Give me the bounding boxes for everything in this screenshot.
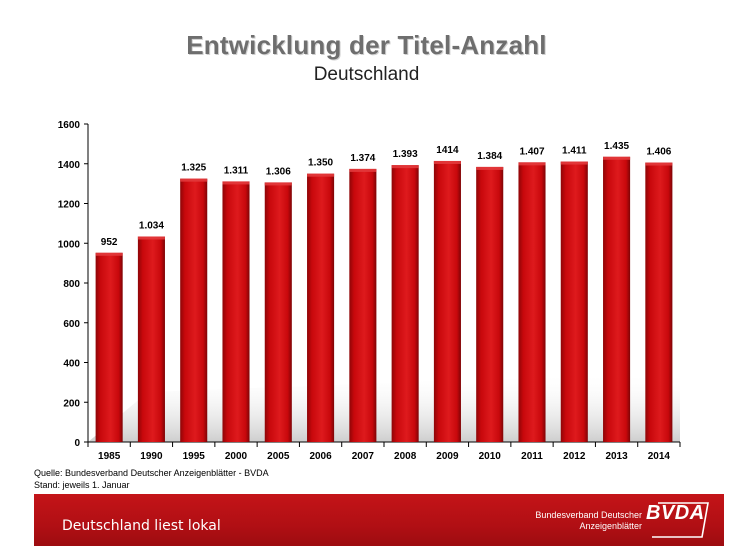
bar-top-highlight <box>307 173 335 177</box>
bar-top-highlight <box>391 165 419 169</box>
x-tick-label: 2009 <box>436 451 459 462</box>
data-label: 1.384 <box>477 151 502 162</box>
bar <box>95 252 123 442</box>
x-tick-label: 1990 <box>140 451 163 462</box>
logo-frame-icon <box>652 502 709 538</box>
data-label: 1.435 <box>604 141 629 152</box>
bar-top-highlight <box>476 166 504 170</box>
x-tick-label: 2000 <box>225 451 248 462</box>
bar-top-highlight <box>222 181 250 185</box>
x-tick-label: 2005 <box>267 451 290 462</box>
y-tick-label: 600 <box>63 319 80 330</box>
bar-top-highlight <box>645 162 673 166</box>
bvda-logo[interactable]: BVDA <box>644 500 710 540</box>
source-line: Quelle: Bundesverband Deutscher Anzeigen… <box>34 468 269 478</box>
data-label: 1414 <box>436 145 459 156</box>
bar <box>433 160 461 442</box>
organization-line-1: Bundesverband Deutscher <box>535 510 642 520</box>
y-tick-label: 400 <box>63 359 80 370</box>
data-label: 952 <box>101 237 118 248</box>
x-tick-label: 2011 <box>521 451 543 462</box>
data-label: 1.411 <box>562 146 587 157</box>
bar <box>645 162 673 442</box>
organization-name: Bundesverband Deutscher Anzeigenblätter <box>492 510 642 532</box>
bar-top-highlight <box>180 178 208 182</box>
x-tick-label: 2013 <box>605 451 628 462</box>
x-tick-label: 2006 <box>309 451 332 462</box>
footer-slogan: Deutschland liest lokal <box>62 518 221 534</box>
y-tick-label: 1000 <box>58 239 81 250</box>
chart-title: Entwicklung der Titel-Anzahl <box>186 30 547 60</box>
data-label: 1.407 <box>519 146 544 157</box>
y-tick-label: 200 <box>63 398 80 409</box>
logo-text: BVDA <box>646 502 705 524</box>
bar <box>391 165 419 443</box>
bar <box>137 236 165 442</box>
x-tick-label: 1995 <box>183 451 206 462</box>
x-tick-label: 2012 <box>563 451 586 462</box>
bar-top-highlight <box>560 161 588 165</box>
y-tick-label: 0 <box>74 438 80 449</box>
y-tick-label: 800 <box>63 279 80 290</box>
data-label: 1.306 <box>266 166 291 177</box>
bar-top-highlight <box>518 162 546 166</box>
data-label: 1.393 <box>393 149 418 160</box>
x-tick-label: 2010 <box>479 451 502 462</box>
x-tick-label: 2007 <box>352 451 375 462</box>
bar-top-highlight <box>95 252 123 256</box>
y-tick-label: 1400 <box>58 160 81 171</box>
bar <box>349 168 377 443</box>
y-tick-label: 1200 <box>58 200 81 211</box>
bar <box>307 173 335 442</box>
bar <box>222 181 250 442</box>
data-label: 1.034 <box>139 220 164 231</box>
organization-line-2: Anzeigenblätter <box>579 521 642 531</box>
bar <box>603 156 631 442</box>
data-label: 1.325 <box>181 163 206 174</box>
x-tick-label: 2014 <box>648 451 671 462</box>
bar-top-highlight <box>433 160 461 164</box>
x-tick-label: 2008 <box>394 451 417 462</box>
data-label: 1.350 <box>308 158 333 169</box>
source-note: Quelle: Bundesverband Deutscher Anzeigen… <box>34 467 269 491</box>
date-note-line: Stand: jeweils 1. Januar <box>34 480 130 490</box>
bar <box>518 162 546 442</box>
bar <box>560 161 588 442</box>
bar-top-highlight <box>137 236 165 240</box>
bar <box>476 166 504 442</box>
floor-shadow <box>88 372 680 442</box>
x-tick-label: 1985 <box>98 451 121 462</box>
bar <box>180 178 208 442</box>
y-tick-label: 1600 <box>58 120 81 131</box>
bar-chart: 0 200 400 600 800 1000 1200 1400 1600 952 1985 1.03… <box>58 120 681 462</box>
data-label: 1.374 <box>350 153 375 164</box>
data-label: 1.406 <box>646 147 671 158</box>
bar-top-highlight <box>264 182 292 186</box>
bar <box>264 182 292 442</box>
bar-top-highlight <box>349 168 377 172</box>
chart-subtitle: Deutschland <box>313 64 420 85</box>
data-label: 1.311 <box>224 165 249 176</box>
footer-banner: Deutschland liest lokal Bundesverband De… <box>34 494 724 546</box>
bar-top-highlight <box>603 156 631 160</box>
